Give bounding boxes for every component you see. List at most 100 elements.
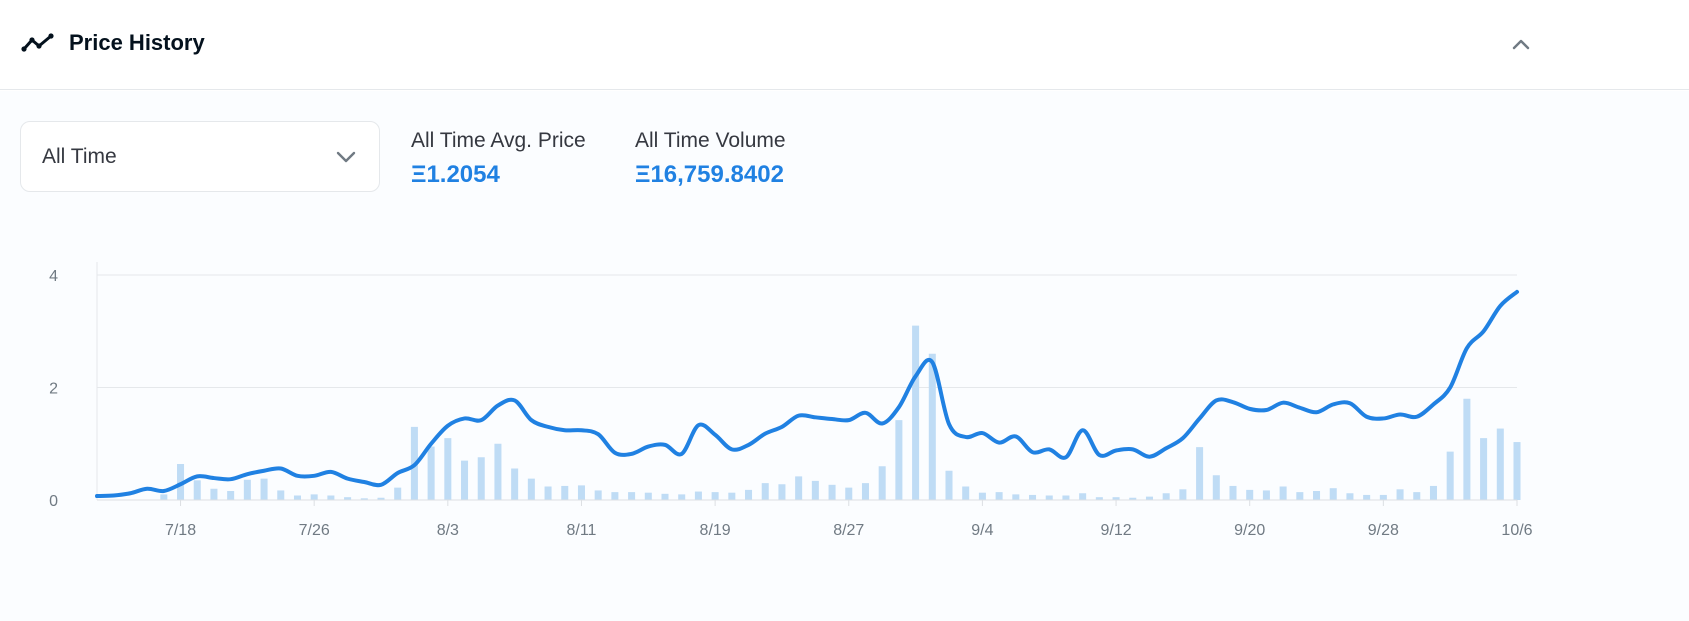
volume-bar <box>828 484 836 500</box>
volume-bar <box>928 353 936 500</box>
volume-bar <box>978 492 986 500</box>
x-tick-label: 10/6 <box>1501 522 1532 539</box>
x-tick-label: 9/12 <box>1100 522 1131 539</box>
volume-bar <box>293 495 301 500</box>
volume-bar <box>160 494 168 501</box>
volume-bar <box>1396 489 1404 500</box>
volume-bar <box>1446 451 1454 501</box>
volume-bar <box>327 495 335 500</box>
avg-price-value: Ξ1.2054 <box>411 161 500 188</box>
volume-bar <box>912 325 920 501</box>
volume-bar <box>594 490 602 500</box>
volume-bar <box>1329 488 1337 500</box>
volume-bar <box>444 438 452 501</box>
volume-bar <box>544 486 552 500</box>
volume-bar <box>1145 496 1153 501</box>
volume-bar <box>1229 485 1237 500</box>
price-line <box>95 289 1519 499</box>
x-tick-label: 9/4 <box>971 522 993 539</box>
volume-bar <box>193 480 201 500</box>
avg-price-label: All Time Avg. Price <box>411 129 586 152</box>
volume-bar <box>227 491 235 500</box>
x-tick-label: 8/19 <box>700 522 731 539</box>
y-tick-label: 0 <box>49 493 58 510</box>
volume-bar <box>210 488 218 500</box>
volume-bar <box>1413 492 1421 501</box>
volume-bar <box>1313 491 1321 500</box>
volume-bar <box>1212 475 1220 500</box>
volume-bar <box>344 497 352 500</box>
time-range-select[interactable]: All Time <box>20 121 380 192</box>
volume-bar <box>628 492 636 501</box>
volume-bar <box>494 443 502 500</box>
volume-bar <box>461 460 469 501</box>
x-tick-label: 7/18 <box>165 522 196 539</box>
volume-bar <box>1363 494 1371 500</box>
volume-bar <box>1246 489 1254 501</box>
volume-bar <box>945 470 953 500</box>
time-range-value: All Time <box>42 145 117 168</box>
volume-bar <box>611 492 619 501</box>
volume-bar <box>177 464 185 500</box>
volume-bar <box>1463 398 1471 500</box>
volume-stat: All Time Volume Ξ16,759.8402 <box>635 129 786 189</box>
volume-bar <box>1029 494 1037 500</box>
volume-bar <box>778 484 786 500</box>
volume-bar <box>1045 495 1053 500</box>
volume-bar <box>1196 447 1204 501</box>
volume-bar <box>527 478 535 501</box>
panel-header[interactable]: Price History <box>0 0 1689 90</box>
chevron-down-icon <box>336 151 356 163</box>
volume-bar <box>1129 497 1137 500</box>
volume-bar <box>661 493 669 500</box>
volume-bar <box>795 476 803 501</box>
volume-bar <box>477 457 485 500</box>
chart-line-icon <box>21 33 54 52</box>
volume-bar <box>427 446 435 500</box>
volume-bar <box>1262 490 1270 500</box>
volume-bar <box>678 494 686 501</box>
panel-body: All Time All Time Avg. Price Ξ1.2054 All… <box>0 91 1689 621</box>
avg-price-stat: All Time Avg. Price Ξ1.2054 <box>411 129 586 189</box>
volume-bar <box>895 420 903 501</box>
x-tick-label: 8/11 <box>566 522 596 539</box>
volume-bar <box>1496 428 1504 500</box>
volume-bar <box>1296 492 1304 501</box>
volume-bar <box>1062 495 1070 500</box>
volume-bar <box>1379 494 1387 500</box>
volume-bar <box>861 483 869 501</box>
volume-bar <box>243 479 251 500</box>
volume-bar <box>561 485 569 500</box>
volume-bar <box>1429 485 1437 500</box>
volume-bar <box>260 478 268 501</box>
volume-bar <box>577 485 585 501</box>
volume-bar <box>962 486 970 500</box>
volume-bar <box>310 494 318 501</box>
volume-bar <box>1012 494 1020 501</box>
chevron-up-icon[interactable] <box>1507 30 1535 58</box>
volume-bar <box>1279 486 1287 500</box>
volume-bar <box>1095 497 1103 500</box>
volume-bar <box>995 492 1003 501</box>
volume-bar <box>1346 493 1354 500</box>
x-tick-label: 8/3 <box>437 522 459 539</box>
volume-bar <box>1112 497 1120 500</box>
volume-bar <box>1480 438 1488 501</box>
volume-label: All Time Volume <box>635 129 786 152</box>
volume-bar <box>511 468 519 500</box>
volume-bar <box>1079 493 1087 500</box>
volume-bar <box>377 497 385 500</box>
volume-bar <box>728 492 736 500</box>
volume-bar <box>644 492 652 500</box>
volume-value: Ξ16,759.8402 <box>635 161 784 188</box>
volume-bar <box>711 492 719 501</box>
volume-bar <box>394 487 402 501</box>
volume-bar <box>878 466 886 500</box>
volume-bar <box>1179 489 1187 500</box>
volume-bar <box>694 491 702 500</box>
volume-bar <box>1162 493 1170 500</box>
x-tick-label: 9/28 <box>1368 522 1399 539</box>
volume-bar <box>761 483 769 501</box>
